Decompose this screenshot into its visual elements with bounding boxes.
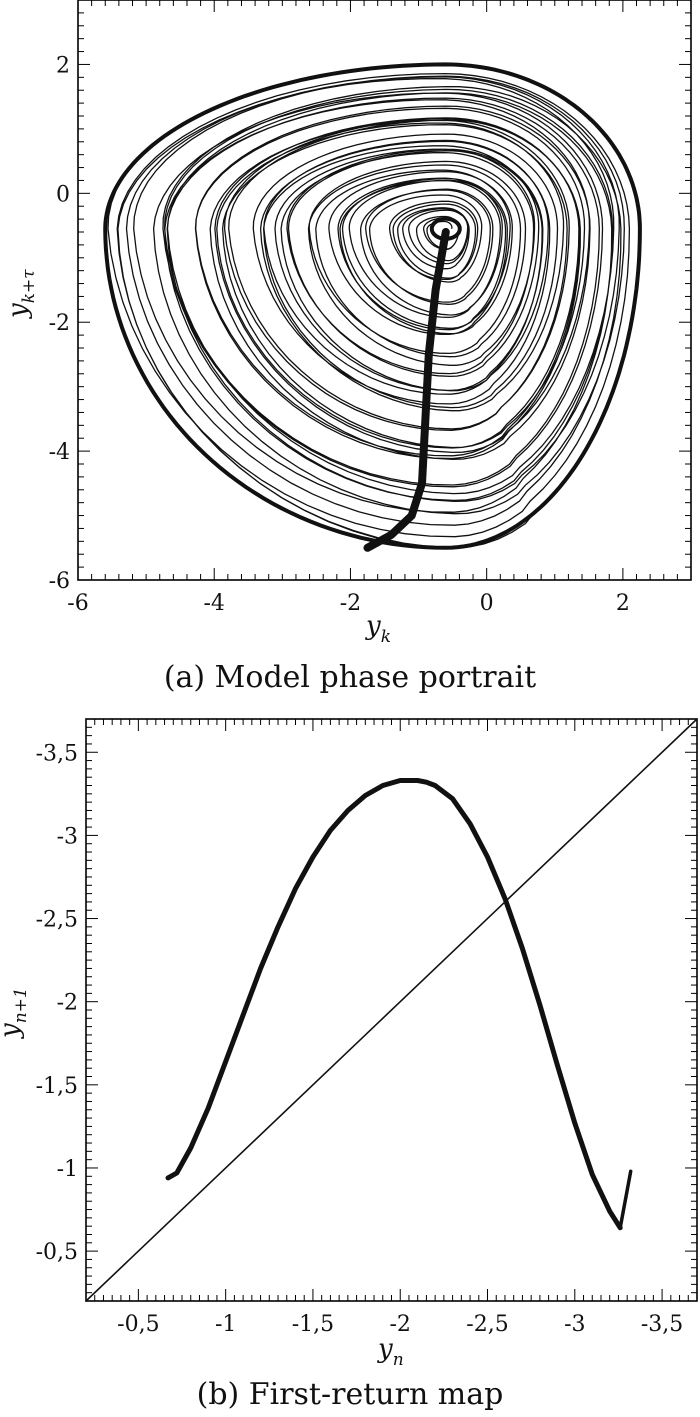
y-tick-label: -2,5 xyxy=(36,908,78,933)
x-tick-label: -0,5 xyxy=(117,1312,159,1337)
phase-portrait-tick-labels: -6 -4 -2 0 2 -6 -4 -2 0 2 xyxy=(49,53,630,616)
first-return-map-x-axis-label: yn xyxy=(377,1334,404,1370)
first-return-map-y-axis-label: yn+1 xyxy=(0,987,31,1039)
y-tick-label: -4 xyxy=(49,440,70,465)
y-tick-label: -3 xyxy=(57,824,78,849)
phase-portrait-panel: -6 -4 -2 0 2 -6 -4 -2 0 2 yk yk+τ (a) Model phase… xyxy=(3,0,692,695)
y-tick-label: -1,5 xyxy=(36,1074,78,1099)
y-tick-label: -0,5 xyxy=(36,1240,78,1265)
x-tick-label: -1,5 xyxy=(292,1312,334,1337)
y-tick-label: -2 xyxy=(57,991,78,1016)
x-tick-label: -6 xyxy=(67,591,88,616)
first-return-map-tick-labels: -0,5 -1 -1,5 -2 -2,5 -3 -3,5 -0,5 -1 -1,5 -2 -2,5 -3… xyxy=(36,741,684,1337)
y-tick-label: 0 xyxy=(56,182,70,207)
x-tick-label: -4 xyxy=(204,591,225,616)
x-tick-label: -2 xyxy=(340,591,361,616)
identity-line xyxy=(85,718,698,1302)
x-tick-label: 0 xyxy=(480,591,494,616)
x-tick-label: -3,5 xyxy=(641,1312,683,1337)
attractor-branch xyxy=(363,228,450,552)
return-map-tail xyxy=(618,1169,633,1230)
x-tick-label: -2 xyxy=(390,1312,411,1337)
attractor-trajectory xyxy=(107,63,641,549)
first-return-map-series xyxy=(85,718,698,1302)
y-tick-label: 2 xyxy=(56,53,70,78)
phase-portrait-ticks xyxy=(77,0,692,581)
first-return-map-ticks xyxy=(85,718,698,1302)
first-return-map-panel: -0,5 -1 -1,5 -2 -2,5 -3 -3,5 -0,5 -1 -1,5 -2 -2,5 -3… xyxy=(0,718,698,1412)
x-tick-label: -3 xyxy=(564,1312,585,1337)
x-tick-label: 2 xyxy=(616,591,630,616)
y-tick-label: -3,5 xyxy=(36,741,78,766)
attractor-outer-envelope xyxy=(103,62,642,550)
y-tick-label: -1 xyxy=(57,1157,78,1182)
return-map-curve xyxy=(165,778,623,1231)
phase-portrait-x-axis-label: yk xyxy=(365,611,391,647)
first-return-map-caption: (b) First-return map xyxy=(197,1377,504,1412)
x-tick-label: -1 xyxy=(215,1312,236,1337)
x-tick-label: -2,5 xyxy=(466,1312,508,1337)
y-tick-label: -2 xyxy=(49,311,70,336)
y-tick-label: -6 xyxy=(49,569,70,594)
phase-portrait-attractor xyxy=(103,62,642,552)
phase-portrait-caption: (a) Model phase portrait xyxy=(164,660,536,695)
phase-portrait-plot-frame xyxy=(77,0,692,581)
phase-portrait-y-axis-label: yk+τ xyxy=(3,269,39,319)
